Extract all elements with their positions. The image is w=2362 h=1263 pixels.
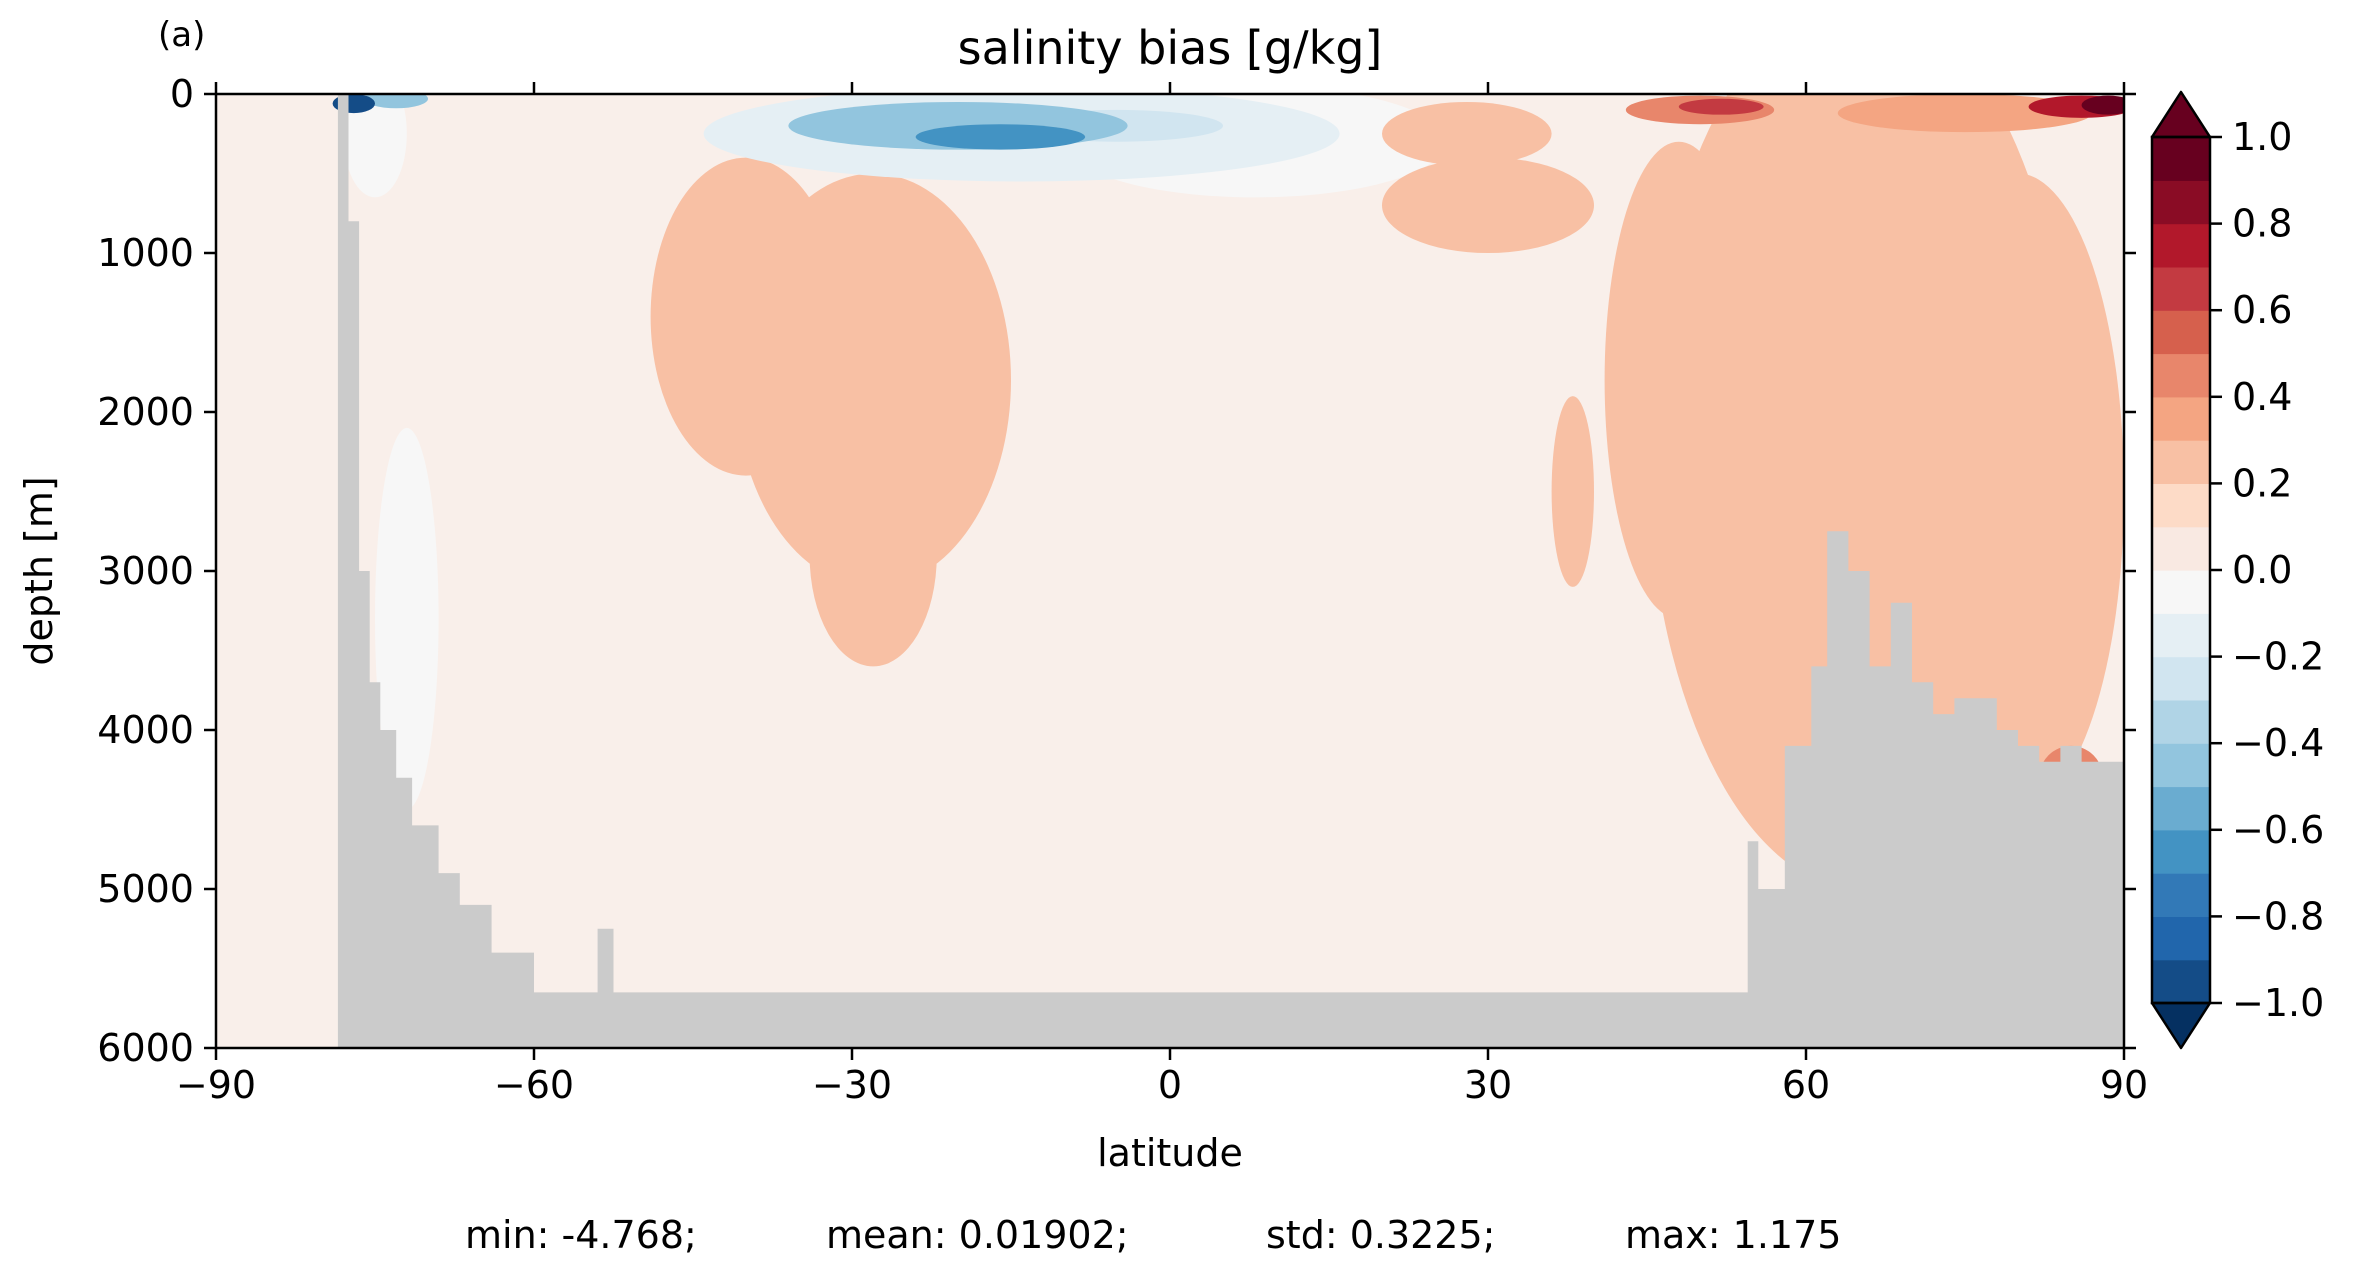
colorbar-extend-max xyxy=(2150,90,2212,139)
colorbar-segment xyxy=(2152,656,2210,701)
colorbar-segment xyxy=(2152,526,2210,571)
y-tick-label: 2000 xyxy=(97,390,194,434)
colorbar-segment xyxy=(2152,396,2210,441)
anomaly-blob xyxy=(1604,141,1754,619)
colorbar-tick-label: 0.8 xyxy=(2232,202,2292,246)
x-tick-label: −30 xyxy=(812,1063,892,1107)
x-axis: −90 −60 −30 0 30 60 90 xyxy=(176,82,2148,1107)
anomaly-blob xyxy=(2081,95,2124,115)
y-tick-label: 4000 xyxy=(97,708,194,752)
anomaly-layer xyxy=(332,94,2124,889)
colorbar-segment xyxy=(2152,613,2210,658)
stat-std: std: 0.3225; xyxy=(1266,1213,1495,1257)
x-tick-label: 30 xyxy=(1464,1063,1512,1107)
colorbar-segment xyxy=(2152,266,2210,311)
x-tick-label: 0 xyxy=(1158,1063,1182,1107)
plot-area xyxy=(216,94,2124,1048)
anomaly-blob xyxy=(915,124,1086,150)
colorbar-tick-label: 0.2 xyxy=(2232,461,2292,505)
anomaly-blob xyxy=(375,427,439,810)
anomaly-blob xyxy=(1678,98,1764,115)
colorbar-tick-label: 0.4 xyxy=(2232,375,2292,419)
y-tick-label: 1000 xyxy=(97,231,194,275)
anomaly-blob xyxy=(1382,157,1594,253)
anomaly-blob xyxy=(364,94,428,109)
colorbar-segment xyxy=(2152,440,2210,484)
colorbar-segment xyxy=(2152,743,2210,788)
stat-min: min: -4.768; xyxy=(465,1213,697,1257)
panel-label: (a) xyxy=(158,15,205,55)
colorbar-segment xyxy=(2152,916,2210,961)
colorbar-segment xyxy=(2152,570,2210,614)
colorbar-segment xyxy=(2152,180,2210,225)
x-axis-label: latitude xyxy=(1097,1131,1243,1175)
x-tick-label: 60 xyxy=(1782,1063,1830,1107)
stat-mean: mean: 0.01902; xyxy=(826,1213,1129,1257)
colorbar-tick-label: −0.6 xyxy=(2232,808,2324,852)
plot-frame xyxy=(214,92,2126,1050)
land-mask xyxy=(216,94,2124,1048)
colorbar-tick-label: 1.0 xyxy=(2232,115,2292,159)
colorbar-tick-label: −0.4 xyxy=(2232,721,2324,765)
x-tick-label: −60 xyxy=(494,1063,574,1107)
colorbar-segment xyxy=(2152,353,2210,398)
anomaly-blob xyxy=(809,443,937,667)
colorbar: 1.0 0.8 0.6 0.4 0.2 0.0 −0.2 −0.4 −0.6 −0.8 −1.0 xyxy=(2150,90,2324,1050)
x-tick-label: 90 xyxy=(2100,1063,2148,1107)
x-tick-label: −90 xyxy=(176,1063,256,1107)
stats-line: min: -4.768; mean: 0.01902; std: 0.3225;… xyxy=(465,1213,1841,1257)
colorbar-segment xyxy=(2152,483,2210,528)
y-tick-label: 5000 xyxy=(97,867,194,911)
colorbar-segment xyxy=(2152,223,2210,268)
colorbar-tick-label: −0.8 xyxy=(2232,894,2324,938)
colorbar-extend-min xyxy=(2150,1001,2212,1050)
colorbar-segment xyxy=(2152,959,2210,1004)
chart-title: salinity bias [g/kg] xyxy=(958,21,1383,75)
y-axis: 0 1000 2000 3000 4000 5000 6000 xyxy=(97,72,2136,1070)
colorbar-tick-label: 0.6 xyxy=(2232,288,2292,332)
colorbar-tick-label: −0.2 xyxy=(2232,635,2324,679)
anomaly-blob xyxy=(1382,101,1552,166)
y-tick-label: 3000 xyxy=(97,549,194,593)
colorbar-tick-label: −1.0 xyxy=(2232,981,2324,1025)
y-tick-label: 0 xyxy=(170,72,194,116)
anomaly-blob xyxy=(1912,173,2124,810)
anomaly-blob xyxy=(343,94,407,198)
colorbar-segment xyxy=(2152,786,2210,831)
anomaly-blob xyxy=(1837,94,2093,133)
colorbar-tick-label: 0.0 xyxy=(2232,548,2292,592)
anomaly-blob xyxy=(1551,396,1595,587)
colorbar-segment xyxy=(2152,310,2210,355)
colorbar-segment xyxy=(2152,137,2210,181)
y-tick-label: 6000 xyxy=(97,1026,194,1070)
y-axis-label: depth [m] xyxy=(17,476,61,665)
colorbar-segment xyxy=(2152,829,2210,874)
stat-max: max: 1.175 xyxy=(1625,1213,1841,1257)
colorbar-segment xyxy=(2152,699,2210,744)
colorbar-segment xyxy=(2152,873,2210,917)
anomaly-blob xyxy=(650,157,842,476)
